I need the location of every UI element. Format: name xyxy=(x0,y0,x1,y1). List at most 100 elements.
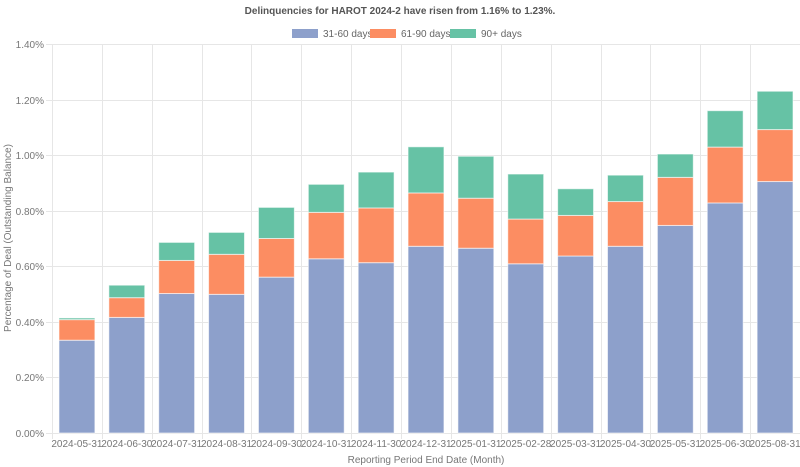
bar-stack-2025-02-28 xyxy=(507,173,545,434)
bar-61-90-days-2024-10-31[interactable] xyxy=(307,211,345,260)
chart-title: Delinquencies for HAROT 2024-2 have rise… xyxy=(245,6,556,17)
bar-90-days-2025-01-31[interactable] xyxy=(457,155,495,199)
bar-31-60-days-2024-06-30[interactable] xyxy=(108,316,146,434)
legend-label: 31-60 days xyxy=(323,29,372,40)
y-tick-label: 0.20% xyxy=(16,373,44,384)
bar-90-days-2024-08-31[interactable] xyxy=(208,231,245,255)
x-tick-label: 2025-06-30 xyxy=(700,439,752,450)
bar-90-days-2025-05-31[interactable] xyxy=(656,153,694,178)
x-axis-title: Reporting Period End Date (Month) xyxy=(348,455,505,466)
x-tick-label: 2025-08-31 xyxy=(749,439,800,450)
bar-61-90-days-2024-07-31[interactable] xyxy=(158,259,196,295)
legend-item-61-90-days[interactable]: 61-90 days xyxy=(370,29,450,40)
bar-90-days-2024-06-30[interactable] xyxy=(108,284,146,299)
bar-61-90-days-2025-03-31[interactable] xyxy=(557,214,595,257)
y-tick-label: 0.00% xyxy=(16,429,44,440)
bar-stack-2025-01-31 xyxy=(457,155,495,434)
y-tick-label: 0.40% xyxy=(16,318,44,329)
bar-31-60-days-2024-08-31[interactable] xyxy=(208,293,245,434)
bar-stack-2024-11-30 xyxy=(357,171,395,434)
bar-31-60-days-2024-09-30[interactable] xyxy=(257,276,295,434)
bar-31-60-days-2024-11-30[interactable] xyxy=(357,262,395,434)
x-tick-label: 2025-01-31 xyxy=(450,439,502,450)
x-tick-label: 2024-08-31 xyxy=(201,439,253,450)
bar-90-days-2024-05-31[interactable] xyxy=(58,317,96,321)
legend: 31-60 days 61-90 days 90+ days xyxy=(292,29,522,40)
bar-31-60-days-2024-12-31[interactable] xyxy=(407,245,445,434)
x-tick-label: 2025-05-31 xyxy=(650,439,702,450)
bar-31-60-days-2025-06-30[interactable] xyxy=(706,202,744,434)
bar-90-days-2024-12-31[interactable] xyxy=(407,146,445,194)
y-tick-label: 0.80% xyxy=(16,207,44,218)
bar-stack-2024-09-30 xyxy=(257,206,295,434)
x-tick-label: 2024-11-30 xyxy=(351,439,402,450)
bar-61-90-days-2025-05-31[interactable] xyxy=(656,176,694,226)
x-tick-label: 2024-06-30 xyxy=(101,439,153,450)
bar-61-90-days-2024-06-30[interactable] xyxy=(108,297,146,318)
bar-stack-2025-03-31 xyxy=(557,188,595,434)
legend-swatch xyxy=(370,29,396,38)
bar-61-90-days-2024-09-30[interactable] xyxy=(257,238,295,278)
bar-61-90-days-2025-02-28[interactable] xyxy=(507,218,545,265)
bar-31-60-days-2024-05-31[interactable] xyxy=(58,339,96,434)
bar-90-days-2025-03-31[interactable] xyxy=(557,188,595,216)
bar-31-60-days-2025-04-30[interactable] xyxy=(607,245,644,434)
legend-label: 90+ days xyxy=(481,29,522,40)
legend-item-31-60-days[interactable]: 31-60 days xyxy=(292,29,372,40)
bar-90-days-2025-06-30[interactable] xyxy=(706,110,744,148)
y-axis-ticks: 0.00% 0.20% 0.40% 0.60% 0.80% 1.00% 1.20% 1.40% xyxy=(16,40,44,440)
x-tick-label: 2025-02-28 xyxy=(500,439,552,450)
bar-31-60-days-2025-03-31[interactable] xyxy=(557,255,595,434)
bar-90-days-2025-02-28[interactable] xyxy=(507,173,545,220)
bar-31-60-days-2025-01-31[interactable] xyxy=(457,247,495,434)
bar-stack-2024-07-31 xyxy=(158,241,196,434)
y-tick-label: 1.20% xyxy=(16,96,44,107)
y-tick-label: 0.60% xyxy=(16,262,44,273)
bar-stack-2024-05-31 xyxy=(58,317,96,434)
bar-61-90-days-2025-01-31[interactable] xyxy=(457,197,495,249)
bar-stack-2024-06-30 xyxy=(108,284,146,434)
bar-31-60-days-2024-07-31[interactable] xyxy=(158,293,196,434)
bar-31-60-days-2024-10-31[interactable] xyxy=(307,258,345,434)
bar-90-days-2024-09-30[interactable] xyxy=(257,206,295,240)
bar-61-90-days-2025-04-30[interactable] xyxy=(607,201,644,247)
y-axis-title: Percentage of Deal (Outstanding Balance) xyxy=(3,144,14,332)
bar-61-90-days-2025-08-31[interactable] xyxy=(756,129,794,183)
legend-swatch xyxy=(292,29,318,38)
x-tick-label: 2024-05-31 xyxy=(51,439,103,450)
bar-stack-2025-04-30 xyxy=(607,174,644,434)
bar-61-90-days-2024-11-30[interactable] xyxy=(357,207,395,264)
bar-90-days-2024-07-31[interactable] xyxy=(158,241,196,261)
bar-31-60-days-2025-05-31[interactable] xyxy=(656,224,694,434)
x-axis-ticks: 2024-05-312024-06-302024-07-312024-08-31… xyxy=(51,439,800,450)
x-tick-label: 2025-04-30 xyxy=(600,439,652,450)
bar-90-days-2025-04-30[interactable] xyxy=(607,174,644,203)
bar-31-60-days-2025-08-31[interactable] xyxy=(756,181,794,434)
bars xyxy=(58,90,794,434)
bar-stack-2024-12-31 xyxy=(407,146,445,434)
legend-label: 61-90 days xyxy=(401,29,450,40)
bar-61-90-days-2025-06-30[interactable] xyxy=(706,146,744,204)
bar-stack-2024-08-31 xyxy=(208,231,245,434)
bar-31-60-days-2025-02-28[interactable] xyxy=(507,263,545,434)
bar-stack-2025-08-31 xyxy=(756,90,794,434)
bar-90-days-2024-10-31[interactable] xyxy=(307,183,345,213)
bar-61-90-days-2024-05-31[interactable] xyxy=(58,319,96,341)
y-tick-label: 1.40% xyxy=(16,40,44,51)
bar-90-days-2025-08-31[interactable] xyxy=(756,90,794,131)
x-tick-label: 2024-07-31 xyxy=(151,439,203,450)
bar-61-90-days-2024-08-31[interactable] xyxy=(208,253,245,295)
y-tick-label: 1.00% xyxy=(16,151,44,162)
bar-61-90-days-2024-12-31[interactable] xyxy=(407,192,445,247)
bar-stack-2025-06-30 xyxy=(706,110,744,434)
x-tick-label: 2024-12-31 xyxy=(400,439,452,450)
legend-swatch xyxy=(450,29,476,38)
legend-item-90-days[interactable]: 90+ days xyxy=(450,29,522,40)
x-tick-label: 2024-10-31 xyxy=(301,439,353,450)
gridlines xyxy=(46,44,800,439)
x-tick-label: 2025-03-31 xyxy=(550,439,602,450)
bar-90-days-2024-11-30[interactable] xyxy=(357,171,395,209)
bar-stack-2024-10-31 xyxy=(307,183,345,434)
x-tick-label: 2024-09-30 xyxy=(251,439,303,450)
